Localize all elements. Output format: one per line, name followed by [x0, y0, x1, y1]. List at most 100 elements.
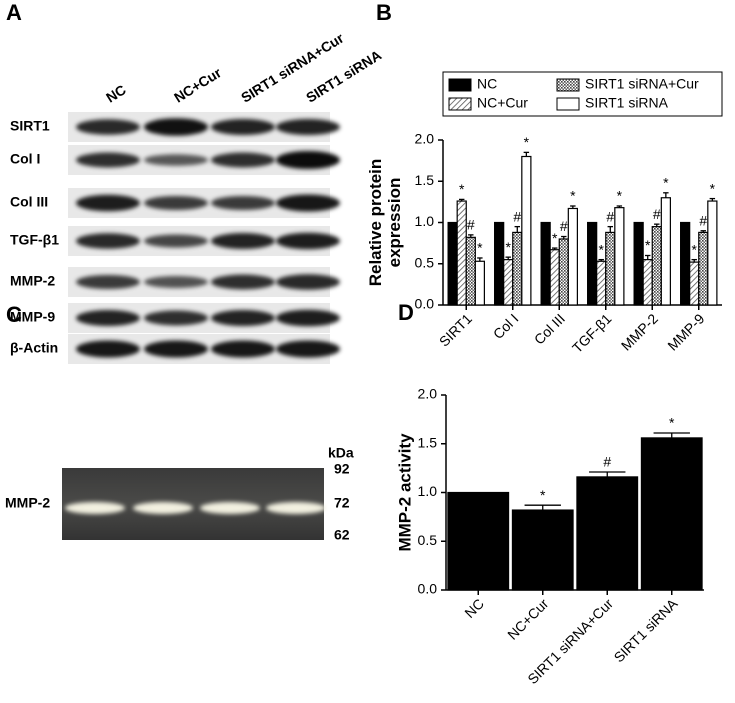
bar	[567, 207, 578, 306]
y-tick-label: 2.0	[415, 131, 435, 147]
error-bar	[561, 235, 567, 239]
bar	[680, 221, 691, 306]
marker-label: 72	[334, 495, 350, 511]
gel-band	[133, 502, 193, 514]
significance-marker: *	[669, 415, 675, 431]
y-tick-label: 0.0	[415, 296, 435, 312]
significance-marker: *	[691, 241, 697, 257]
blot-band	[276, 274, 340, 290]
x-tick-label: SIRT1 siRNA	[610, 595, 680, 665]
row-label: Col III	[10, 194, 48, 210]
blot-band	[144, 310, 208, 326]
row-label: Col I	[10, 151, 40, 167]
bar	[521, 155, 532, 306]
bar	[447, 491, 510, 591]
error-bar	[616, 205, 623, 208]
panel-letter: B	[376, 0, 392, 25]
legend-swatch	[448, 78, 472, 92]
bar	[605, 231, 616, 306]
error-bar	[458, 198, 465, 202]
row-label: MMP-2	[5, 495, 50, 511]
gel-band	[65, 502, 125, 514]
significance-marker: *	[524, 134, 530, 150]
error-bar	[663, 192, 669, 198]
column-label: NC	[103, 81, 129, 105]
blot-band	[144, 118, 208, 136]
error-bar	[468, 234, 474, 238]
bar	[587, 221, 598, 306]
unit-label: kDa	[328, 445, 354, 461]
significance-marker: *	[540, 487, 546, 503]
row-label: MMP-9	[10, 309, 55, 325]
row-label: SIRT1	[10, 118, 50, 134]
blot-band	[211, 310, 275, 326]
y-tick-label: 1.0	[415, 213, 435, 229]
significance-marker: *	[505, 239, 511, 255]
legend-swatch	[556, 78, 580, 92]
significance-marker: #	[699, 212, 707, 228]
row-label: β-Actin	[10, 340, 58, 356]
significance-marker: #	[513, 208, 521, 224]
error-bar	[691, 258, 697, 263]
blot-band	[211, 233, 275, 249]
blot-band	[76, 310, 140, 326]
error-bar	[644, 254, 651, 260]
bar	[474, 260, 485, 306]
bar	[511, 509, 574, 591]
x-tick-label: Col III	[531, 310, 568, 347]
bar	[512, 231, 523, 306]
error-bar	[477, 257, 483, 262]
legend-label: NC+Cur	[477, 95, 528, 111]
row-label: MMP-2	[10, 273, 55, 289]
y-tick-label: 1.5	[415, 172, 435, 188]
significance-marker: #	[653, 206, 661, 222]
y-axis-title: expression	[385, 178, 404, 268]
bar	[540, 221, 551, 306]
blot-band	[276, 340, 340, 358]
error-bar	[524, 504, 561, 511]
bar	[689, 261, 700, 306]
bar	[549, 249, 560, 306]
y-axis-title: MMP-2 activity	[395, 433, 414, 552]
blot-band	[144, 340, 208, 358]
bar	[698, 231, 709, 306]
blot-band	[276, 119, 340, 135]
blot-band	[211, 119, 275, 135]
error-bar	[653, 432, 690, 438]
significance-marker: #	[603, 454, 611, 470]
legend-box	[442, 71, 723, 117]
significance-marker: *	[477, 240, 483, 256]
panel-letter: A	[6, 0, 22, 25]
blot-band	[211, 196, 275, 210]
error-bar	[598, 258, 604, 262]
error-bar	[654, 223, 660, 227]
bar	[596, 260, 607, 306]
blot-band	[211, 274, 275, 290]
error-bar	[709, 197, 716, 202]
column-label: SIRT1 siRNA+Cur	[238, 29, 347, 105]
significance-marker: *	[663, 175, 669, 191]
bar	[576, 476, 639, 591]
significance-marker: *	[710, 180, 716, 196]
blot-band	[76, 275, 140, 289]
bar	[465, 236, 476, 306]
blot-band	[276, 194, 340, 212]
blot-band	[211, 152, 275, 168]
y-tick-label: 0.5	[418, 532, 438, 548]
bar	[494, 221, 505, 306]
column-label: NC+Cur	[171, 64, 224, 106]
marker-label: 92	[334, 461, 350, 477]
x-tick-label: Col I	[490, 310, 522, 342]
legend-swatch	[556, 97, 580, 111]
bar	[651, 226, 662, 306]
blot-band	[276, 309, 340, 327]
blot-band	[76, 194, 140, 212]
bar	[558, 238, 569, 306]
legend-label: SIRT1 siRNA+Cur	[585, 76, 699, 92]
x-tick-label: SIRT1	[436, 310, 475, 349]
error-bar	[505, 256, 511, 260]
x-tick-label: NC+Cur	[504, 595, 552, 643]
x-tick-label: NC	[461, 595, 487, 621]
